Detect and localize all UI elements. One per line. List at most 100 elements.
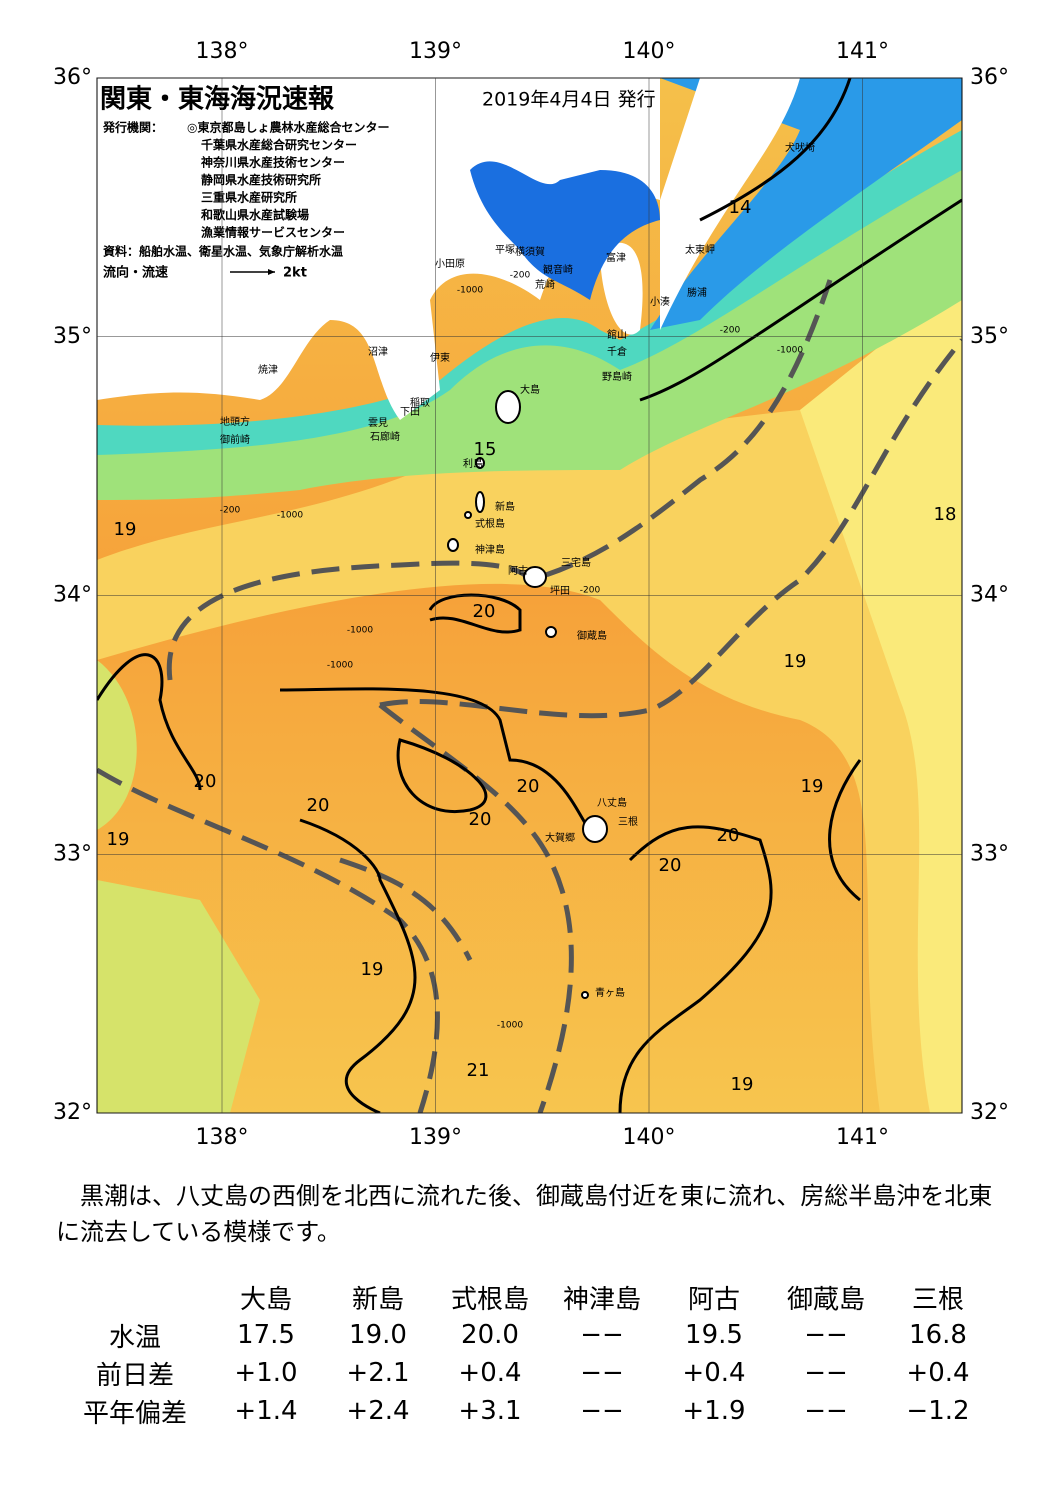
table-cell: +3.1: [458, 1396, 522, 1426]
table-cell: +2.4: [346, 1396, 410, 1426]
publisher-label: 発行機関：: [102, 120, 163, 135]
temperature-table: 大島 新島 式根島 神津島 阿古 御蔵島 三根 水温 17.5 19.0 20.0 −− 19.5 −− 1…: [60, 1278, 994, 1430]
table-cell: +2.1: [346, 1358, 410, 1388]
isotherm-label: 19: [801, 776, 824, 797]
isotherm-line: [639, 78, 962, 402]
isotherm-label: 20: [659, 855, 682, 876]
header-row: 大島 新島 式根島 神津島 阿古 御蔵島 三根: [60, 1278, 994, 1316]
column-header: 大島: [239, 1284, 292, 1315]
place-name: 青ヶ島: [595, 986, 625, 999]
table-row: 前日差 +1.0 +2.1 +0.4 −− +0.4 −− +0.4: [60, 1354, 994, 1392]
depth-label: -1000: [457, 286, 483, 296]
row-label: 平年偏差: [82, 1398, 187, 1429]
depth-label: -1000: [277, 511, 303, 521]
shelf-band: [97, 170, 962, 500]
lon-label: 139°: [409, 1125, 462, 1150]
place-name: 御前崎: [220, 433, 250, 446]
place-name: 犬吠埼: [785, 141, 815, 154]
place-name: 平塚: [495, 244, 515, 256]
lat-label: 35°: [53, 324, 92, 349]
table-cell: 19.5: [685, 1320, 743, 1350]
green-band: [97, 660, 260, 1113]
warm-band: [97, 300, 962, 1113]
place-name: 勝浦: [687, 286, 707, 299]
lat-label: 32°: [53, 1100, 92, 1125]
place-name: 焼津: [258, 364, 278, 376]
table-cell: 17.5: [237, 1320, 295, 1350]
place-name: 御蔵島: [577, 629, 607, 642]
place-name: 野島崎: [602, 370, 632, 383]
table-cell: +0.4: [682, 1358, 746, 1388]
depth-label: -200: [510, 271, 531, 281]
column-header: 式根島: [450, 1284, 529, 1315]
row-label: 水温: [108, 1322, 161, 1353]
place-name: 小湊: [650, 295, 670, 308]
issue-date: 2019年4月4日 発行: [482, 89, 656, 111]
lat-label: 36°: [970, 65, 1009, 90]
table-cell: −−: [580, 1358, 624, 1388]
depth-label: -1000: [347, 626, 373, 636]
isotherm-20: [97, 593, 862, 1113]
column-header: 御蔵島: [786, 1284, 865, 1315]
place-name: 小田原: [435, 258, 465, 270]
place-name: 荒崎: [535, 278, 555, 291]
isotherm-label: 20: [307, 795, 330, 816]
table-cell: −−: [804, 1358, 848, 1388]
isotherm-label: 18: [934, 504, 957, 525]
column-header: 三根: [911, 1284, 964, 1315]
lat-label: 36°: [53, 65, 92, 90]
table-cell: −−: [804, 1396, 848, 1426]
table-cell: +1.9: [682, 1396, 746, 1426]
lat-label: 34°: [970, 583, 1009, 608]
table-cell: −−: [580, 1396, 624, 1426]
place-name: 三根: [618, 815, 638, 828]
lat-label: 33°: [970, 841, 1009, 866]
table-cell: +1.4: [234, 1396, 298, 1426]
table-cell: −−: [580, 1320, 624, 1350]
place-name: 太東岬: [685, 243, 715, 256]
depth-label: -200: [720, 326, 741, 336]
islands: [447, 390, 608, 999]
column-header: 阿古: [687, 1284, 740, 1315]
isotherm-label: 19: [731, 1074, 754, 1095]
table-cell: +0.4: [906, 1358, 970, 1388]
publisher: 静岡県水産技術研究所: [201, 172, 321, 187]
publisher: 千葉県水産総合研究センター: [201, 137, 357, 152]
place-name: 神津島: [475, 543, 505, 556]
place-name: 雲見: [368, 417, 388, 429]
deep-band: [650, 78, 962, 330]
isotherm-label: 20: [194, 771, 217, 792]
place-name: 富津: [606, 251, 626, 264]
publisher: 和歌山県水産試験場: [200, 207, 309, 222]
place-name: 新島: [495, 500, 515, 513]
legend-label: 流向・流速: [103, 265, 168, 281]
table-cell: 20.0: [461, 1320, 519, 1350]
place-name: 大島: [520, 383, 540, 396]
land: [97, 78, 800, 420]
lon-label: 139°: [409, 39, 462, 64]
depth-label: -1000: [327, 661, 353, 671]
lat-label: 34°: [53, 583, 92, 608]
place-name: 式根島: [475, 517, 505, 530]
legend-scale: 2kt: [283, 266, 307, 281]
place-name: 沼津: [368, 345, 388, 358]
lon-label: 140°: [623, 1125, 676, 1150]
place-name: 千倉: [607, 345, 627, 358]
lat-label: 32°: [970, 1100, 1009, 1125]
lat-label: 33°: [53, 841, 92, 866]
place-name: 利島: [463, 457, 483, 470]
cool-band: [800, 280, 962, 1113]
isotherm-label: 15: [474, 439, 497, 460]
place-name: 石廊崎: [370, 430, 400, 443]
place-name: 阿古: [508, 564, 528, 577]
lon-label: 141°: [836, 39, 889, 64]
lon-label: 141°: [836, 1125, 889, 1150]
description: 黒潮は、八丈島の西側を北西に流れた後、御蔵島付近を東に流れ、房総半島沖を北東に流…: [56, 1182, 993, 1246]
table-cell: −−: [804, 1320, 848, 1350]
map-title: 関東・東海海況速報: [100, 85, 335, 115]
isotherm-label: 14: [729, 197, 752, 218]
place-name: 横須賀: [515, 245, 545, 258]
isotherm-label: 20: [717, 825, 740, 846]
place-name: 館山: [607, 328, 627, 341]
table-row: 水温 17.5 19.0 20.0 −− 19.5 −− 16.8: [60, 1316, 994, 1354]
